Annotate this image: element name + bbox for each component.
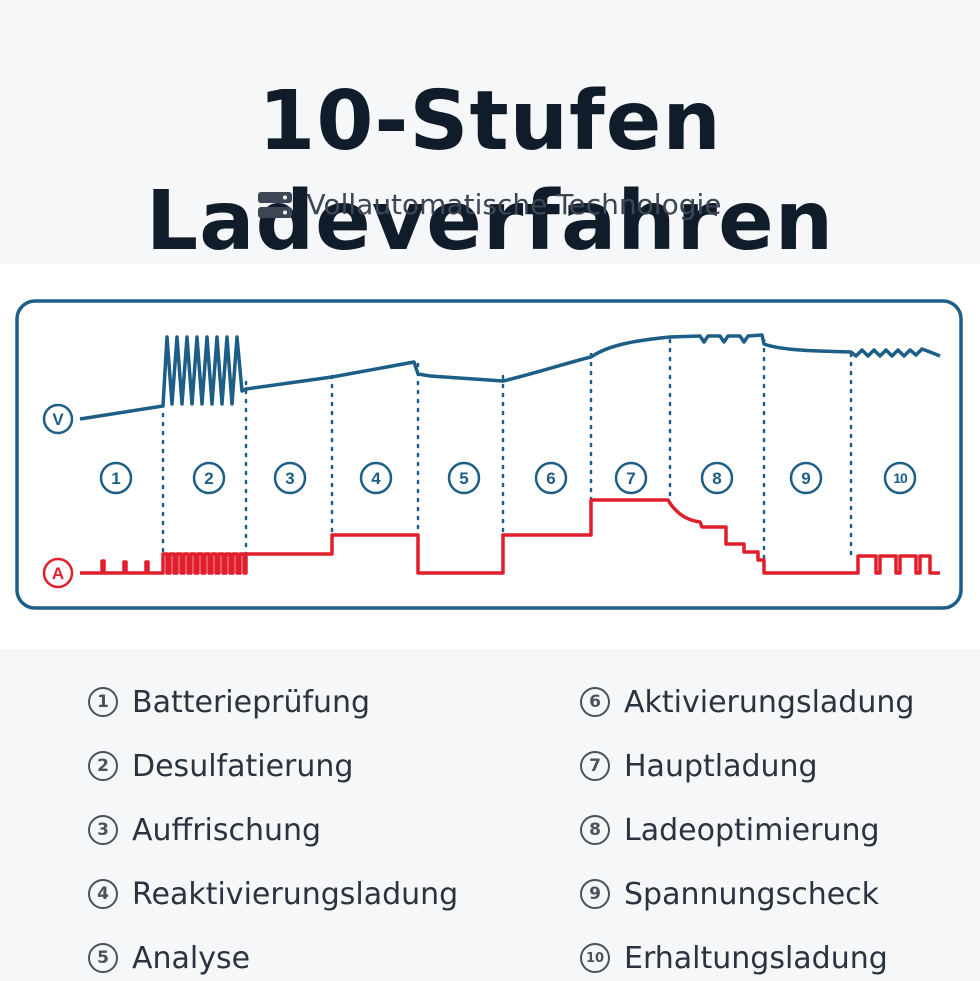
legend-item-4: 4 Reaktivierungsladung (88, 874, 458, 914)
stage-number-9-label: 9 (801, 469, 810, 488)
stage-number-3: 3 (273, 461, 307, 495)
stage-number-10-label: 10 (893, 470, 908, 486)
current-marker: A (42, 557, 74, 589)
legend-item-5: 5 Analyse (88, 938, 250, 978)
stage-number-1-label: 1 (111, 469, 120, 488)
stage-number-6-label: 6 (546, 469, 555, 488)
stage-number-2: 2 (192, 461, 226, 495)
stage-number-10: 10 (883, 461, 917, 495)
legend-label: Ladeoptimierung (624, 812, 880, 848)
page-title: 10-Stufen Ladeverfahren (145, 74, 835, 269)
diagram-frame (15, 299, 963, 610)
legend-num: 9 (580, 879, 610, 909)
legend-num: 2 (88, 751, 118, 781)
stage-number-4: 4 (359, 461, 393, 495)
stage-number-5-label: 5 (459, 469, 468, 488)
legend-item-6: 6 Aktivierungsladung (580, 682, 914, 722)
stage-number-1: 1 (99, 461, 133, 495)
subtitle-row: Vollautomatische Technologie (0, 188, 980, 221)
legend-label: Spannungscheck (624, 876, 880, 912)
legend-num: 6 (580, 687, 610, 717)
voltage-curve (79, 333, 941, 421)
server-icon (258, 191, 293, 218)
legend-label: Analyse (132, 940, 251, 976)
legend-label: Desulfatierung (132, 748, 354, 784)
legend-label: Erhaltungsladung (624, 940, 888, 976)
legend-item-7: 7 Hauptladung (580, 746, 818, 786)
stage-number-8: 8 (700, 461, 734, 495)
current-marker-label: A (52, 564, 64, 583)
legend-item-3: 3 Auffrischung (88, 810, 321, 850)
legend-item-2: 2 Desulfatierung (88, 746, 353, 786)
stage-number-3-label: 3 (285, 469, 294, 488)
stage-number-7: 7 (614, 461, 648, 495)
stage-number-5: 5 (447, 461, 481, 495)
legend-num: 10 (580, 943, 610, 973)
stage-number-7-label: 7 (626, 469, 635, 488)
legend-label: Batterieprüfung (132, 684, 371, 720)
header: 10-Stufen Ladeverfahren Vollautomatische… (0, 0, 980, 269)
subtitle: Vollautomatische Technologie (306, 188, 722, 221)
legend-item-1: 1 Batterieprüfung (88, 682, 370, 722)
legend-num: 8 (580, 815, 610, 845)
voltage-marker-label: V (52, 410, 64, 429)
legend-num: 7 (580, 751, 610, 781)
stage-number-8-label: 8 (712, 469, 721, 488)
voltage-marker: V (42, 403, 74, 435)
legend-label: Reaktivierungsladung (132, 876, 459, 912)
legend-item-8: 8 Ladeoptimierung (580, 810, 880, 850)
stage-number-2-label: 2 (204, 469, 213, 488)
legend-item-9: 9 Spannungscheck (580, 874, 879, 914)
stage-number-6: 6 (534, 461, 568, 495)
stage-number-9: 9 (789, 461, 823, 495)
legend-num: 1 (88, 687, 118, 717)
legend-label: Aktivierungsladung (624, 684, 915, 720)
stage-number-4-label: 4 (371, 469, 381, 488)
legend-item-10: 10 Erhaltungsladung (580, 938, 888, 978)
charging-diagram: V A 1 2 3 4 5 6 7 8 9 10 (15, 299, 963, 610)
legend-num: 4 (88, 879, 118, 909)
legend-label: Hauptladung (624, 748, 818, 784)
legend-label: Auffrischung (132, 812, 322, 848)
stage-dividers (161, 338, 853, 561)
legend-num: 3 (88, 815, 118, 845)
legend-num: 5 (88, 943, 118, 973)
legend: 1 Batterieprüfung 2 Desulfatierung 3 Auf… (0, 649, 980, 981)
current-curve (80, 498, 940, 575)
